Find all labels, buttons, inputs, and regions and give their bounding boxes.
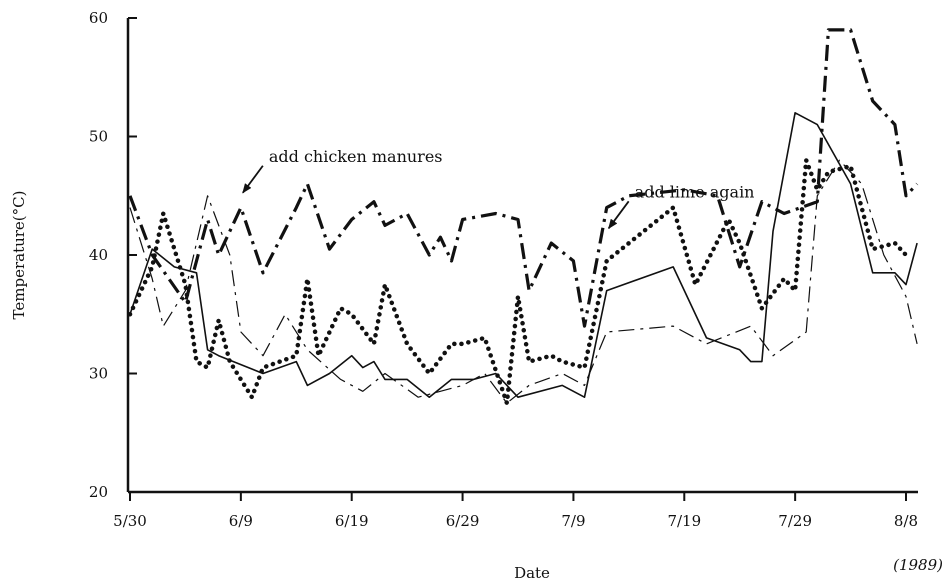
series-layer: [127, 28, 919, 406]
annotation-arrow: [607, 200, 630, 230]
annotation-label: add lime again: [635, 182, 755, 201]
series-line-dashdot-thin: [129, 159, 918, 404]
y-axis-title: Temperature(°C): [10, 191, 28, 320]
x-tick-label: 6/19: [335, 512, 369, 530]
y-tick-label: 40: [89, 246, 108, 264]
y-tick-label: 30: [89, 365, 108, 383]
annotations: add chicken manures add lime again: [242, 147, 755, 230]
series-line-dotted: [127, 157, 909, 406]
annotation-label: add chicken manures: [269, 147, 443, 166]
series-line-dashdot-heavy: [128, 28, 919, 328]
x-tick-label: 8/8: [894, 512, 918, 530]
x-tick-label: 6/29: [446, 512, 480, 530]
x-tick-label: 7/19: [667, 512, 701, 530]
x-axis-title: Date: [514, 564, 550, 582]
y-tick-label: 50: [89, 128, 108, 146]
x-tick-label: 7/9: [561, 512, 585, 530]
x-tick-label: 5/30: [113, 512, 147, 530]
x-tick-label: 6/9: [229, 512, 253, 530]
x-ticks: 5/30 6/9 6/19 6/29 7/9 7/19 7/29 8/8: [113, 492, 918, 530]
y-ticks: 20 30 40 50 60: [89, 9, 137, 501]
y-tick-label: 20: [89, 483, 108, 501]
year-note: (1989): [893, 556, 943, 574]
x-tick-label: 7/29: [778, 512, 812, 530]
series-line-solid: [129, 112, 918, 399]
y-tick-label: 60: [89, 9, 108, 27]
annotation-arrow: [242, 165, 264, 194]
